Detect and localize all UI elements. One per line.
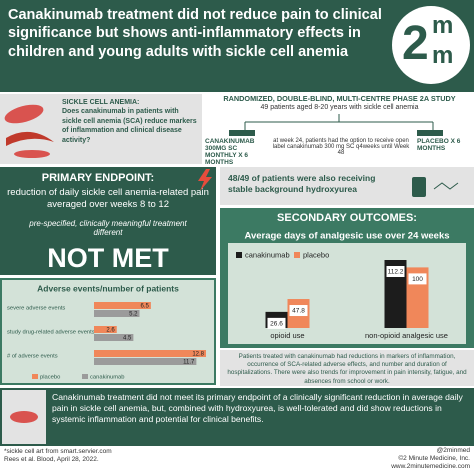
question-text: Does canakinumab in patients with sickle… <box>62 108 197 144</box>
summary-text: Patients treated with canakinumab had re… <box>227 353 467 385</box>
legend-label: canakinumab <box>90 375 124 381</box>
legend-label: canakinumab <box>245 250 290 259</box>
secondary-box: SECONDARY OUTCOMES: Average days of anal… <box>220 208 474 348</box>
art-credit: *sickle cell art from smart.servier.com <box>4 448 112 455</box>
legend-swatch <box>236 252 242 258</box>
legend-swatch <box>32 374 38 379</box>
bar <box>94 302 151 309</box>
primary-box: PRIMARY ENDPOINT: reduction of daily sic… <box>0 167 216 275</box>
chart-title: Average days of analgesic use over 24 we… <box>244 231 449 242</box>
legend-swatch <box>82 374 88 379</box>
category-label: non-opioid analgesic use <box>365 331 448 340</box>
footer-left: *sickle cell art from smart.servier.com … <box>4 448 112 465</box>
bolt-icon <box>198 169 212 191</box>
value-label: 5.2 <box>129 312 138 318</box>
question-heading: SICKLE CELL ANEMIA: <box>62 99 140 106</box>
pill-icon <box>412 177 459 197</box>
value-box <box>408 273 427 285</box>
primary-text: reduction of daily sickle cell anemia-re… <box>7 187 209 210</box>
bar <box>94 326 117 333</box>
cell-art <box>10 411 38 423</box>
cell-art-box <box>2 390 46 444</box>
category-label: study drug-related adverse events <box>7 330 95 336</box>
primary-heading: PRIMARY ENDPOINT: <box>41 172 155 184</box>
value-box <box>386 266 405 277</box>
bar <box>94 358 197 365</box>
adverse-chart: Adverse events/number of patients severe … <box>7 283 206 381</box>
bar <box>94 310 140 317</box>
logo-text: m <box>432 12 454 39</box>
conclusion-text: Canakinumab treatment did not meet its p… <box>52 392 463 425</box>
bar <box>94 334 134 341</box>
value-label: 4.5 <box>123 336 132 342</box>
study-box: RANDOMIZED, DOUBLE-BLIND, MULTI-CENTRE P… <box>205 94 474 166</box>
conclusion-box: Canakinumab treatment did not meet its p… <box>0 388 474 446</box>
chart-panel <box>228 228 466 344</box>
value-box <box>289 305 308 317</box>
primary-result: NOT MET <box>47 243 169 273</box>
legend-label: placebo <box>40 375 60 381</box>
footer-right: @2minmed ©2 Minute Medicine, Inc. www.2m… <box>330 447 470 471</box>
study-design: RANDOMIZED, DOUBLE-BLIND, MULTI-CENTRE P… <box>223 94 456 103</box>
cell-art <box>4 104 54 158</box>
study-arm: PLACEBO X 6 MONTHS <box>417 138 461 152</box>
primary-note: pre-specified, clinically meaningful tre… <box>29 219 187 237</box>
category-label: opioid use <box>270 331 304 340</box>
value-label: 11.7 <box>183 360 195 366</box>
legend-swatch <box>294 252 300 258</box>
study-arrows <box>229 114 443 136</box>
chart-title: Adverse events/number of patients <box>37 283 179 293</box>
category-label: severe adverse events <box>7 306 65 312</box>
value-label: 47.8 <box>292 308 305 315</box>
adverse-chart-box: Adverse events/number of patients severe … <box>0 278 216 385</box>
value-label: 2.6 <box>106 328 115 334</box>
value-box <box>267 317 286 329</box>
website: www.2minutemedicine.com <box>391 463 470 471</box>
value-label: 112.2 <box>388 269 404 276</box>
logo: 2 m m <box>392 6 470 84</box>
summary-box: Patients treated with canakinumab had re… <box>220 350 474 386</box>
handle: @2minmed <box>436 447 470 454</box>
background-box: 48/49 of patients were also receiving st… <box>220 167 474 205</box>
value-label: 26.6 <box>270 321 283 328</box>
logo-text: m <box>432 42 454 69</box>
background-text: 48/49 of patients were also receiving st… <box>228 173 376 195</box>
copyright: ©2 Minute Medicine, Inc. <box>398 455 470 463</box>
bar <box>94 350 206 357</box>
value-label: 6.5 <box>141 304 150 310</box>
category-label: # of adverse events <box>7 354 58 360</box>
secondary-heading: SECONDARY OUTCOMES: <box>277 212 417 224</box>
question-box: SICKLE CELL ANEMIA: Does canakinumab in p… <box>0 94 202 164</box>
citation: Rees et al. Blood, April 28, 2022. <box>4 456 99 464</box>
value-label: 12.8 <box>192 352 204 358</box>
logo-text: 2 <box>402 17 429 70</box>
title-bar <box>228 228 466 243</box>
open-label: at week 24, patients had the option to r… <box>272 138 410 156</box>
analgesic-chart: Average days of analgesic use over 24 we… <box>228 228 466 344</box>
value-label: 100 <box>412 276 423 283</box>
title: Canakinumab treatment did not reduce pai… <box>8 7 382 60</box>
study-arm: CANAKINUMAB 300MG SC MONTHLY X 6 MONTHS <box>205 138 255 166</box>
study-population: 49 patients aged 8-20 years with sickle … <box>260 104 419 111</box>
header: Canakinumab treatment did not reduce pai… <box>0 0 474 92</box>
legend-label: placebo <box>303 250 329 259</box>
question: SICKLE CELL ANEMIA: Does canakinumab in p… <box>62 98 198 145</box>
